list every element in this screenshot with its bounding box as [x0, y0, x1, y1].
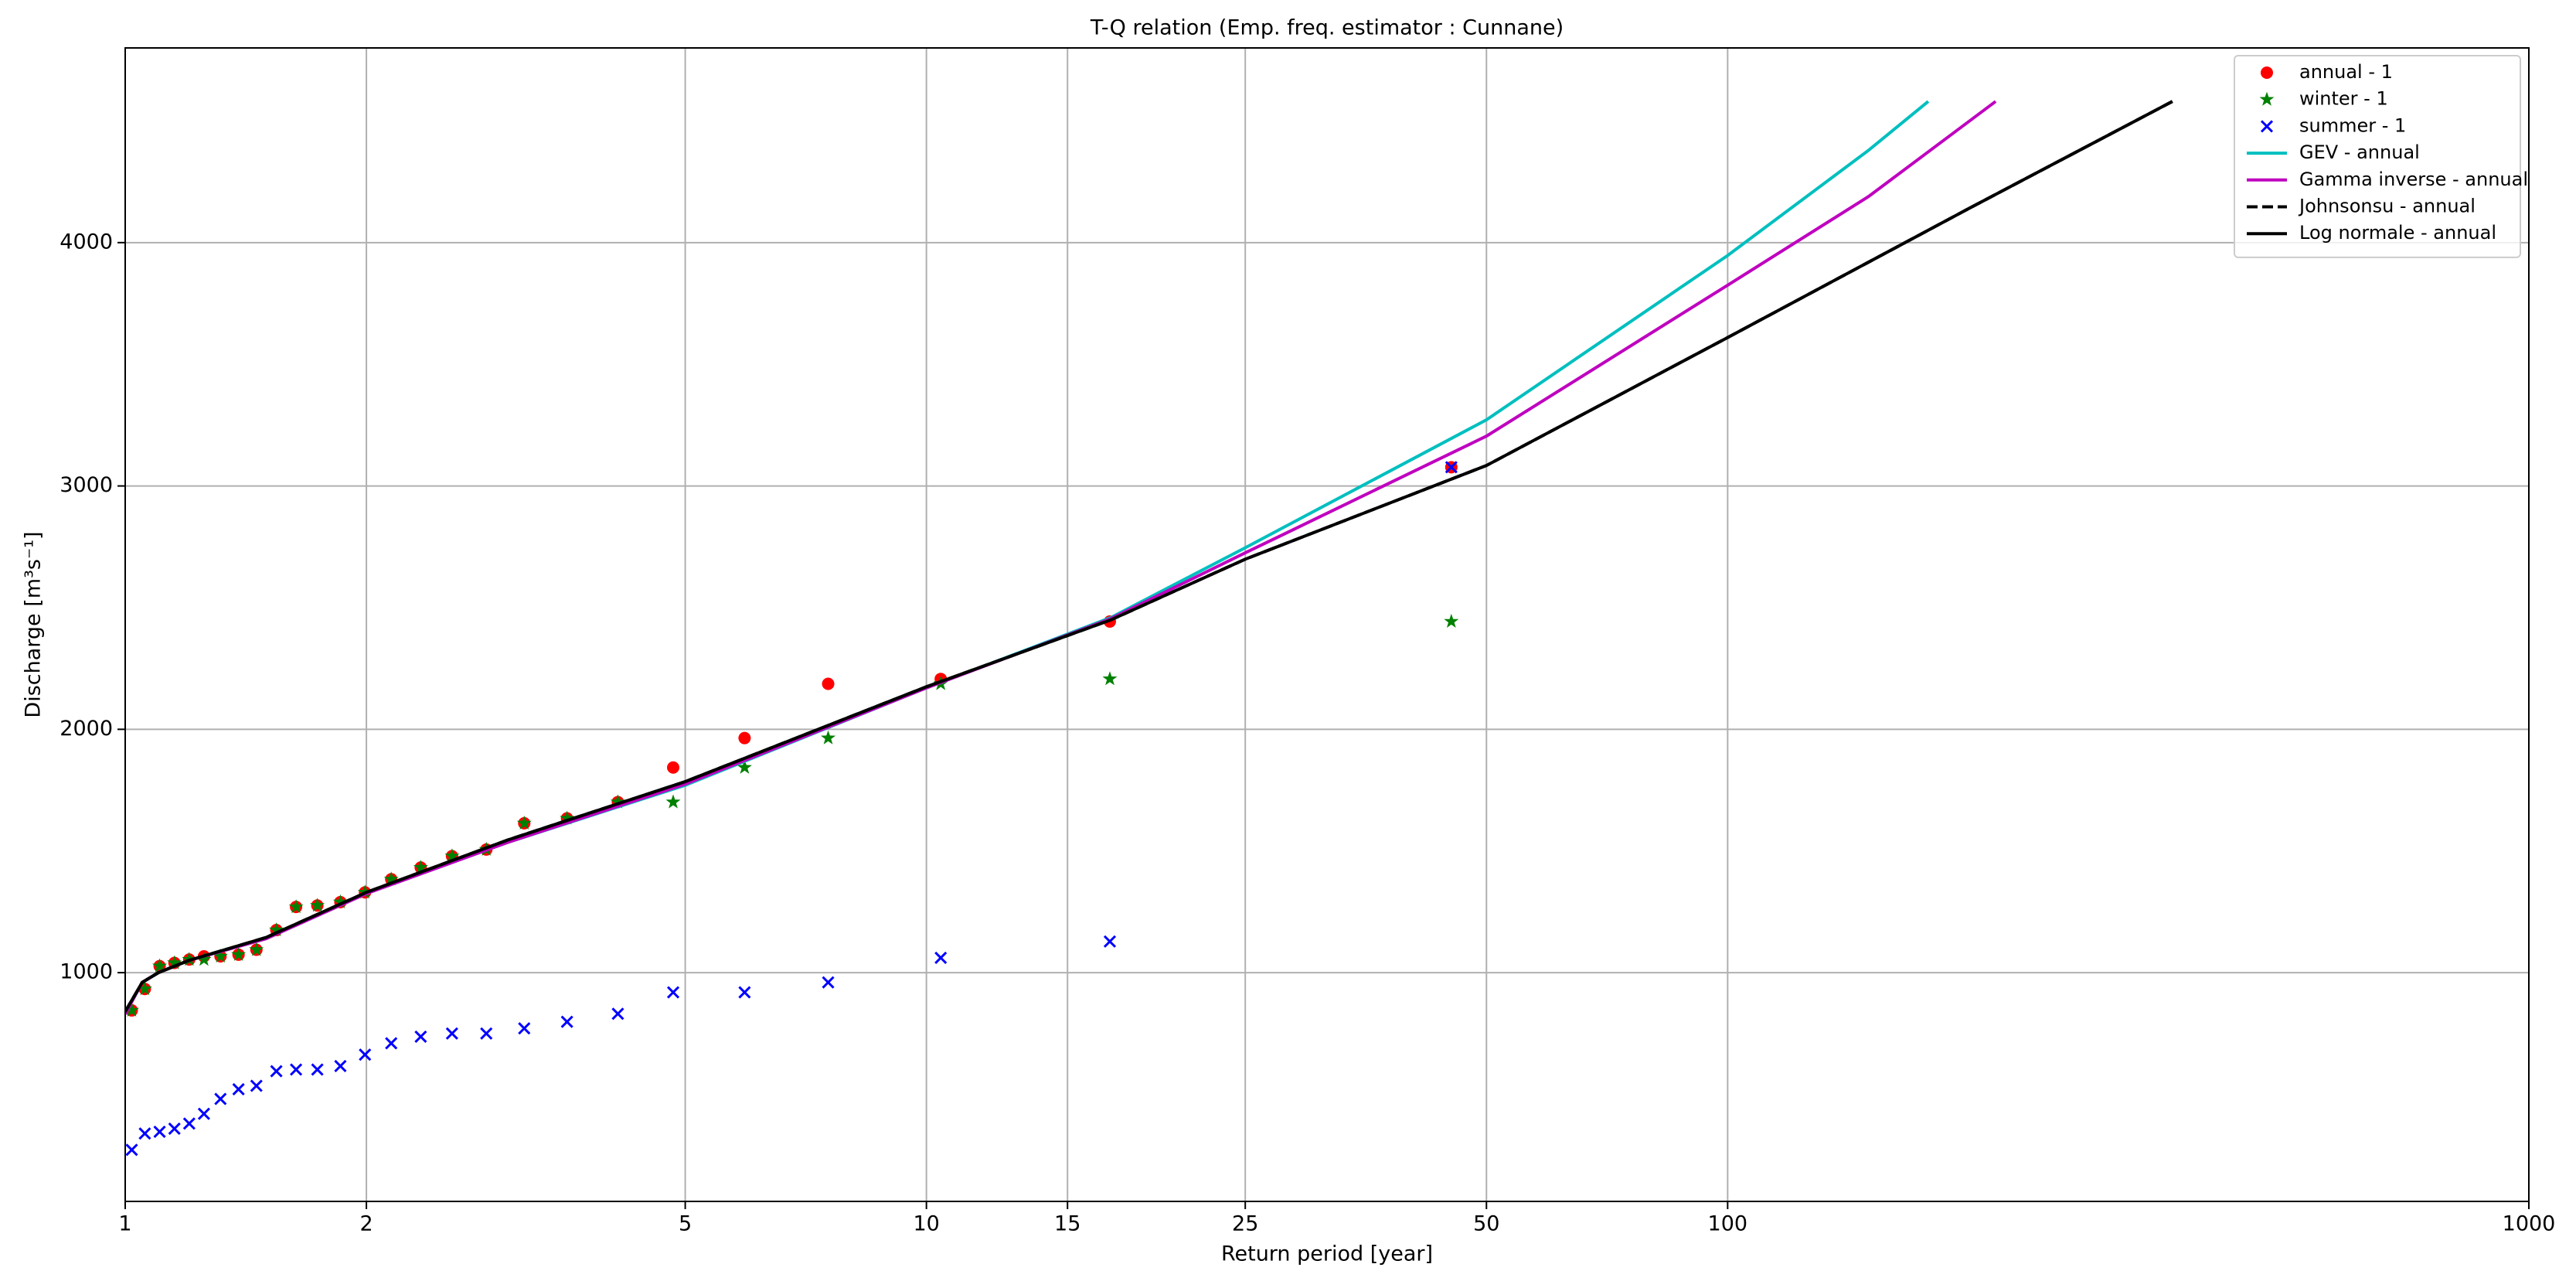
point [214, 1092, 227, 1106]
legend-swatch [2259, 91, 2275, 106]
point [822, 976, 835, 989]
point [167, 955, 182, 969]
point [611, 1007, 624, 1021]
point [332, 894, 348, 908]
y-axis-label: Discharge [m³s⁻¹] [22, 531, 46, 717]
x-tick-label: 2 [359, 1212, 373, 1236]
point [822, 677, 835, 690]
point [821, 730, 836, 745]
y-tick-label: 3000 [60, 473, 113, 497]
legend-label: Gamma inverse - annual [2299, 169, 2528, 190]
point [152, 958, 168, 973]
point [1102, 671, 1118, 686]
point [269, 922, 284, 937]
point [414, 1030, 427, 1043]
legend: annual - 1 winter - 1 summer - 1 GEV - annu… [2234, 55, 2528, 258]
x-tick-label: 100 [1708, 1212, 1748, 1236]
y-tick-label: 4000 [60, 230, 113, 254]
point [385, 1037, 398, 1050]
point [560, 1015, 573, 1028]
x-axis-label: Return period [year] [1221, 1242, 1433, 1266]
legend-label: annual - 1 [2299, 61, 2393, 83]
point [444, 848, 460, 863]
point [934, 951, 948, 964]
plot-frame [124, 47, 2530, 1202]
point [290, 1063, 303, 1076]
point [560, 810, 575, 825]
chart-title: T-Q relation (Emp. freq. estimator : Cun… [1090, 16, 1564, 40]
legend-box [2234, 55, 2521, 258]
point [137, 981, 152, 996]
point [125, 1143, 138, 1157]
x-tick-label: 5 [679, 1212, 692, 1236]
point [250, 1079, 263, 1092]
x-tick-label: 15 [1054, 1212, 1080, 1236]
point [665, 794, 681, 809]
point [1444, 613, 1459, 628]
point [445, 1027, 458, 1040]
point [249, 942, 264, 956]
legend-label: winter - 1 [2299, 88, 2388, 110]
point [213, 949, 228, 963]
legend-swatch [2261, 66, 2273, 79]
point [1103, 935, 1117, 948]
point [168, 1122, 181, 1135]
point [153, 1125, 166, 1139]
point [413, 860, 428, 874]
legend-swatch [2260, 120, 2274, 133]
legend-label: GEV - annual [2299, 141, 2420, 163]
point [288, 899, 304, 914]
point [270, 1065, 283, 1078]
point [196, 952, 212, 966]
point [667, 761, 680, 774]
line [125, 100, 2173, 1013]
y-tick-label: 1000 [60, 960, 113, 984]
point [383, 871, 399, 886]
legend-label: Log normale - annual [2299, 222, 2496, 244]
point [359, 1048, 372, 1061]
y-tick-label: 2000 [60, 717, 113, 741]
x-tick-label: 25 [1232, 1212, 1258, 1236]
point [311, 1063, 324, 1076]
x-tick-label: 1000 [2503, 1212, 2556, 1236]
x-tick-label: 10 [913, 1212, 939, 1236]
x-tick-label: 1 [118, 1212, 131, 1236]
point [182, 1117, 196, 1130]
legend-label: summer - 1 [2299, 114, 2406, 136]
point [231, 946, 247, 961]
point [516, 815, 532, 830]
point [610, 794, 625, 809]
legend-label: Johnsonsu - annual [2298, 196, 2476, 217]
point [334, 1059, 347, 1073]
point [124, 1002, 139, 1017]
point [666, 986, 680, 999]
point [197, 1107, 210, 1120]
point [738, 731, 751, 745]
point [1445, 461, 1458, 474]
point [232, 1082, 245, 1095]
x-tick-label: 50 [1473, 1212, 1499, 1236]
point [138, 1127, 151, 1140]
point [480, 1027, 493, 1040]
point [738, 986, 751, 999]
point [310, 898, 325, 912]
point [518, 1022, 531, 1035]
point [737, 759, 752, 774]
